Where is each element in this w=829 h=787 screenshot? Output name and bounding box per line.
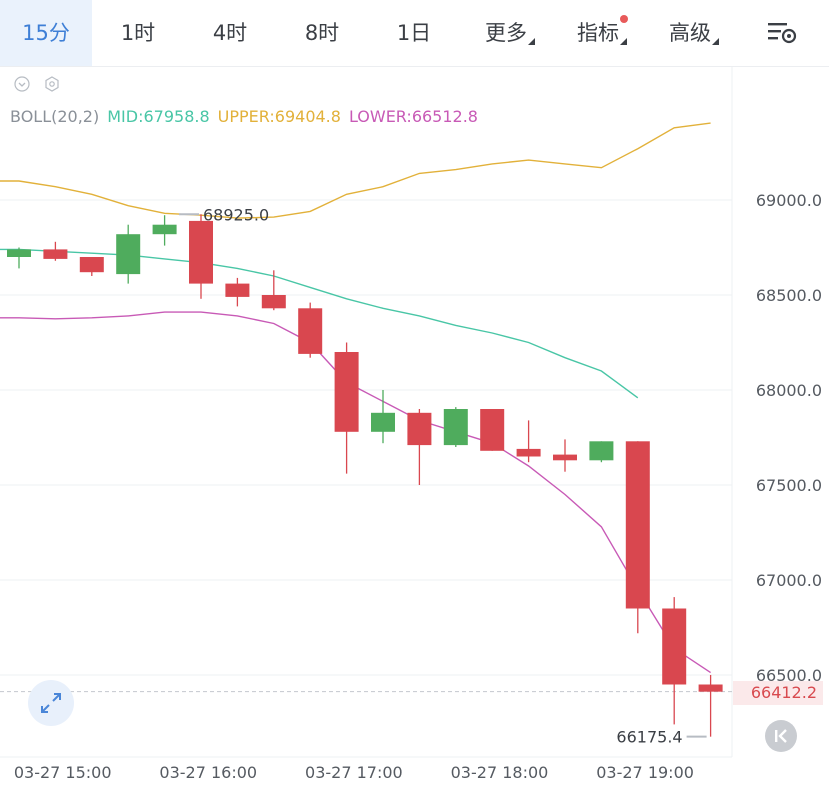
dropdown-triangle-icon [620,38,627,45]
y-tick-label: 68500.0 [756,286,822,305]
boll-upper-line [0,122,711,219]
tab-5[interactable]: 更多 [485,21,527,45]
candle-body [516,448,541,457]
boll-legend: BOLL(20,2) MID:67958.8 UPPER:69404.8 LOWER:… [10,107,486,126]
candle-body [698,684,723,692]
candle-body [298,308,323,354]
last-price-tag: 66412.2 [733,681,823,705]
dropdown-triangle-icon [712,38,719,45]
x-tick-label: 03-27 19:00 [596,763,694,782]
candle-body [589,441,614,461]
candle-body [407,412,432,446]
candle-body [443,409,468,446]
chevron-down-circle-icon[interactable] [14,76,30,92]
expand-arrows-icon[interactable] [28,680,74,726]
tab-0[interactable]: 15分 [0,0,92,66]
notification-dot [620,15,628,23]
dropdown-triangle-icon [528,38,535,45]
x-tick-label: 03-27 17:00 [305,763,403,782]
candle-body [43,249,68,259]
candle-body [480,409,505,451]
candle-body [553,454,577,461]
candle-body [189,220,213,284]
y-tick-label: 67000.0 [756,571,822,590]
y-tick-label: 67500.0 [756,476,822,495]
skip-back-icon[interactable] [765,720,797,752]
x-tick-label: 03-27 15:00 [14,763,112,782]
candle-body [371,412,395,432]
x-tick-label: 03-27 18:00 [451,763,549,782]
candle-body [662,608,687,685]
candle-body [225,283,250,297]
boll-mid: MID:67958.8 [107,107,210,126]
boll-lower: LOWER:66512.8 [348,107,478,126]
y-tick-label: 68000.0 [756,381,822,400]
y-tick-label: 69000.0 [756,191,822,210]
tab-7[interactable]: 高级 [669,21,711,45]
x-tick-label: 03-27 16:00 [159,763,257,782]
candle-body [334,352,359,432]
boll-mid-line [0,248,639,399]
tab-6[interactable]: 指标 [577,21,619,45]
tab-3[interactable]: 8时 [304,21,340,45]
candle-body [116,234,141,275]
candle-body [261,295,286,309]
candle-body [7,249,31,257]
candle-body [625,441,650,609]
boll-name: BOLL(20,2) [10,107,100,126]
candle-body [79,257,104,273]
tab-1[interactable]: 1时 [120,21,156,45]
low-label: 66175.4 [616,728,682,747]
high-label: 68925.0 [203,205,269,224]
tab-4[interactable]: 1日 [396,21,432,45]
boll-upper: UPPER:69404.8 [217,107,341,126]
candle-body [152,224,177,235]
price-chart[interactable]: 69000.0 68500.0 68000.0 67500.0 67000.0 66500… [0,67,829,787]
tab-2[interactable]: 4时 [212,21,248,45]
hexagon-gear-icon[interactable] [44,76,60,92]
period-tabs: 15分 1时 4时 8时 1日 更多 指标 高级 [0,0,829,67]
list-settings-icon[interactable] [766,20,798,46]
y-tick-label: 66500.0 [756,666,822,685]
